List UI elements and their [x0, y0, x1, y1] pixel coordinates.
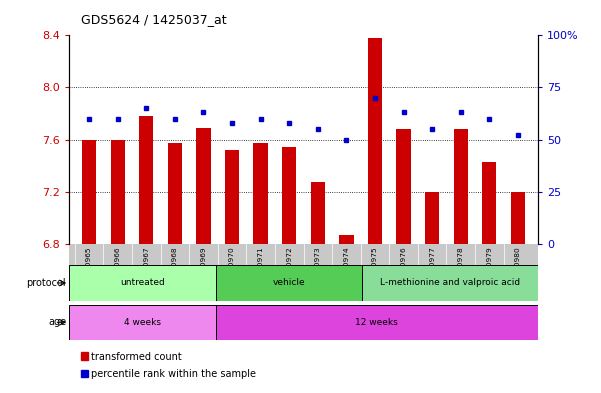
Bar [216, 265, 362, 301]
Text: GSM1520969: GSM1520969 [201, 246, 207, 296]
Bar [282, 147, 296, 244]
Text: GSM1520980: GSM1520980 [515, 246, 521, 296]
Text: GSM1520974: GSM1520974 [343, 246, 349, 296]
Text: GSM1520971: GSM1520971 [258, 246, 264, 296]
Text: GSM1520977: GSM1520977 [429, 246, 435, 296]
Text: GSM1520970: GSM1520970 [229, 246, 235, 296]
Text: GSM1520976: GSM1520976 [400, 246, 406, 296]
Text: protocol: protocol [26, 278, 66, 288]
Text: GSM1520966: GSM1520966 [115, 246, 121, 296]
Bar [69, 305, 216, 340]
Bar [362, 265, 538, 301]
Bar [69, 265, 216, 301]
Text: untreated: untreated [120, 279, 165, 287]
Bar [339, 235, 353, 244]
Text: GSM1520978: GSM1520978 [458, 246, 464, 296]
Text: GSM1520967: GSM1520967 [143, 246, 149, 296]
Text: L-methionine and valproic acid: L-methionine and valproic acid [380, 279, 520, 287]
Bar [397, 129, 410, 244]
Text: 12 weeks: 12 weeks [355, 318, 398, 327]
Text: GSM1520972: GSM1520972 [286, 246, 292, 296]
Bar [139, 116, 153, 244]
Text: GSM1520975: GSM1520975 [372, 246, 378, 296]
Bar [197, 128, 210, 244]
Bar [168, 143, 182, 244]
Bar [111, 140, 125, 244]
Text: GSM1520979: GSM1520979 [486, 246, 492, 296]
Bar [454, 129, 468, 244]
Text: GSM1520968: GSM1520968 [172, 246, 178, 296]
Bar [254, 143, 268, 244]
Text: GSM1520973: GSM1520973 [315, 246, 321, 296]
Text: vehicle: vehicle [272, 279, 305, 287]
Bar [216, 305, 538, 340]
Bar [225, 150, 239, 244]
Text: transformed count: transformed count [91, 352, 182, 362]
Text: GSM1520965: GSM1520965 [86, 246, 92, 296]
Bar [82, 140, 96, 244]
Text: 4 weeks: 4 weeks [124, 318, 161, 327]
Text: percentile rank within the sample: percentile rank within the sample [91, 369, 257, 379]
Text: age: age [48, 317, 66, 327]
Bar [425, 191, 439, 244]
Bar [311, 182, 325, 244]
Bar [368, 38, 382, 244]
Bar [482, 162, 496, 244]
Text: GDS5624 / 1425037_at: GDS5624 / 1425037_at [81, 13, 227, 26]
Bar [511, 191, 525, 244]
